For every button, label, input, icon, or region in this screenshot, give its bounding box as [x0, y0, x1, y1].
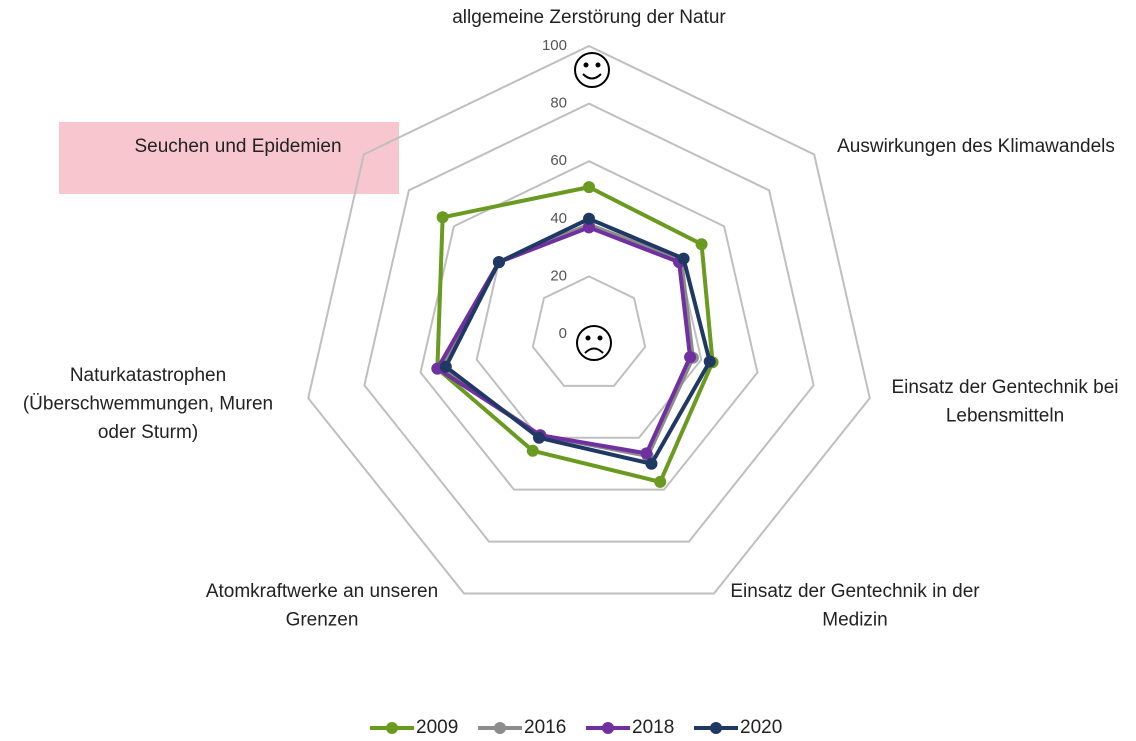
legend-item: 2016: [478, 717, 566, 738]
legend-marker: [386, 722, 398, 734]
category-label: allgemeine Zerstörung der Natur: [452, 7, 726, 28]
r-tick-label: 40: [550, 210, 567, 227]
grid-line: [419, 160, 759, 491]
smiley-sad: [576, 325, 612, 361]
legend-label: 2018: [632, 717, 674, 738]
r-tick-label: 0: [559, 325, 567, 342]
r-tick-label: 60: [550, 152, 567, 169]
marker: [583, 212, 595, 225]
marker: [533, 431, 546, 444]
category-label: oder Sturm): [98, 422, 198, 443]
legend-marker: [602, 722, 614, 734]
series: [439, 212, 716, 470]
legend-item: 2018: [586, 717, 674, 738]
r-tick-label: 20: [550, 267, 567, 284]
legend-label: 2009: [416, 717, 458, 738]
marker: [684, 351, 697, 364]
category-label: Medizin: [822, 610, 887, 631]
series-line: [435, 185, 715, 484]
highlight: [59, 122, 399, 194]
marker: [526, 444, 539, 457]
marker: [436, 211, 449, 224]
category-label: Atomkraftwerke an unseren: [206, 581, 438, 602]
legend-marker: [710, 722, 722, 734]
grid-line: [363, 102, 815, 543]
grid-line: [307, 44, 871, 595]
legend-item: 2020: [694, 717, 782, 738]
series-line: [443, 216, 712, 466]
marker: [695, 238, 708, 251]
category-label: Lebensmitteln: [946, 406, 1064, 427]
marker: [645, 457, 658, 470]
category-label: (Überschwemmungen, Muren: [23, 394, 273, 415]
marker: [439, 360, 452, 373]
smiley-happy: [574, 52, 610, 88]
r-tick-label: 100: [542, 37, 567, 54]
grid-line: [531, 275, 647, 387]
category-label: Auswirkungen des Klimawandels: [837, 136, 1115, 157]
r-tick-label: 80: [550, 95, 567, 112]
legend-marker: [494, 722, 506, 734]
category-label: Seuchen und Epidemien: [134, 136, 341, 157]
category-label: Naturkatastrophen: [70, 365, 226, 386]
legend-item: 2009: [370, 717, 458, 738]
marker: [640, 447, 653, 460]
legend-label: 2020: [740, 717, 782, 738]
marker: [583, 221, 595, 234]
category-label: Einsatz der Gentechnik in der: [730, 581, 980, 602]
category-label: Grenzen: [286, 610, 359, 631]
legend-label: 2016: [524, 717, 566, 738]
marker: [654, 475, 667, 488]
marker: [583, 181, 595, 194]
marker: [492, 256, 505, 269]
marker: [677, 252, 690, 265]
marker: [703, 355, 716, 368]
category-label: Einsatz der Gentechnik bei: [891, 377, 1118, 398]
